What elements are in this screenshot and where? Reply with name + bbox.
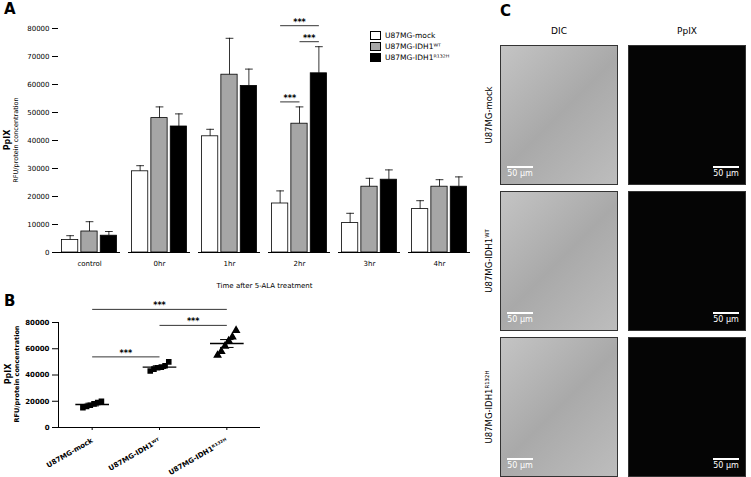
html-text:PpIX: PpIX [677, 26, 697, 36]
html-text:PpIX: PpIX [3, 363, 13, 385]
svg-text:50000: 50000 [27, 109, 49, 117]
svg-text:***: *** [284, 94, 297, 103]
svg-text:10000: 10000 [27, 221, 49, 229]
html-text:U87MG-IDH1ᵂᵀ: U87MG-IDH1ᵂᵀ [484, 229, 494, 293]
html-text:50 µm: 50 µm [507, 315, 533, 324]
html-text:U87MG-IDH1ᴿ¹³²ᴴ: U87MG-IDH1ᴿ¹³²ᴴ [385, 53, 450, 62]
svg-text:U87MG-IDH1ᵂᵀ: U87MG-IDH1ᵂᵀ [107, 437, 161, 473]
svg-text:70000: 70000 [27, 53, 49, 61]
svg-text:80000: 80000 [25, 319, 49, 327]
svg-text:4hr: 4hr [434, 260, 446, 268]
html-text:U87MG-IDH1ᴿ¹³²ᴴ: U87MG-IDH1ᴿ¹³²ᴴ [484, 370, 494, 444]
svg-text:40000: 40000 [27, 137, 49, 145]
svg-text:0: 0 [45, 249, 49, 257]
svg-text:control: control [77, 260, 101, 268]
html-text:DIC: DIC [551, 26, 567, 36]
html-text:PpIX: PpIX [2, 129, 12, 151]
html-text:B: B [4, 292, 16, 310]
svg-text:***: *** [120, 349, 133, 358]
svg-text:***: *** [153, 301, 166, 310]
html-text:U87MG-mock: U87MG-mock [484, 86, 494, 144]
html-text:50 µm: 50 µm [713, 461, 739, 470]
html-text:C: C [500, 2, 511, 20]
html-text:50 µm: 50 µm [713, 315, 739, 324]
svg-text:2hr: 2hr [294, 260, 306, 268]
svg-text:20000: 20000 [27, 193, 49, 201]
svg-text:***: *** [303, 34, 316, 43]
svg-text:0: 0 [45, 424, 50, 432]
html-text:50 µm: 50 µm [507, 169, 533, 178]
html-text:RFU/protein concentration: RFU/protein concentration [13, 325, 21, 423]
html-text:50 µm: 50 µm [713, 169, 739, 178]
svg-text:3hr: 3hr [364, 260, 376, 268]
svg-text:U87MG-IDH1ᴿ¹³²ᴴ: U87MG-IDH1ᴿ¹³²ᴴ [167, 437, 229, 477]
svg-text:Time after 5-ALA treatment: Time after 5-ALA treatment [216, 282, 313, 290]
svg-text:30000: 30000 [27, 165, 49, 173]
svg-text:60000: 60000 [27, 81, 49, 89]
html-text:RFU/protein concentration: RFU/protein concentration [12, 97, 20, 183]
svg-text:80000: 80000 [27, 25, 49, 33]
svg-text:40000: 40000 [25, 371, 49, 379]
svg-text:***: *** [293, 18, 306, 27]
svg-text:20000: 20000 [25, 397, 49, 405]
html-text:U87MG-IDH1ᵂᵀ: U87MG-IDH1ᵂᵀ [385, 42, 441, 51]
svg-text:U87MG-mock: U87MG-mock [45, 437, 94, 470]
html-text:50 µm: 50 µm [507, 461, 533, 470]
svg-text:60000: 60000 [25, 345, 49, 353]
html-text:U87MG-mock: U87MG-mock [385, 31, 436, 40]
svg-text:0hr: 0hr [154, 260, 166, 268]
html-text:A: A [4, 0, 16, 18]
svg-text:1hr: 1hr [224, 260, 236, 268]
svg-text:***: *** [187, 317, 200, 326]
